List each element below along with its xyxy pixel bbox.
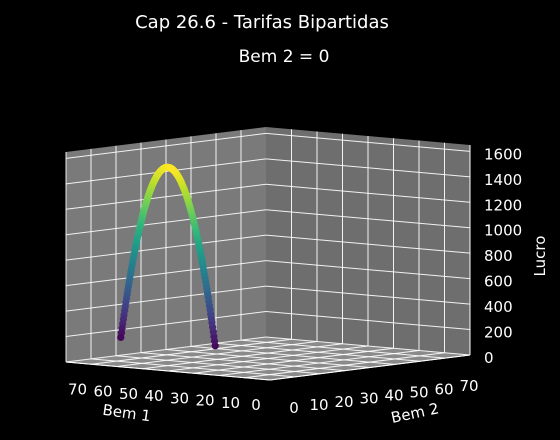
grid-line: [65, 311, 267, 338]
chart-suptitle: Cap 26.6 - Tarifas Bipartidas: [135, 12, 389, 33]
grid-line: [65, 234, 267, 261]
grid-line: [215, 342, 421, 362]
axis-edge: [269, 354, 471, 381]
grid-line: [65, 260, 267, 287]
y-tick-label: 50: [409, 383, 428, 401]
grid-line: [190, 345, 396, 365]
y-tick-label: 70: [459, 377, 478, 395]
grid-line: [65, 158, 267, 185]
x-tick-label: 30: [170, 389, 189, 407]
z-axis-label: Lucro: [531, 236, 549, 277]
grid-lines: [65, 129, 471, 381]
grid-line: [265, 234, 471, 254]
grid-line: [265, 209, 471, 229]
x-tick-label: 50: [119, 385, 138, 403]
grid-line: [240, 339, 446, 359]
z-tick-label: 600: [484, 273, 513, 291]
grid-line: [265, 285, 471, 305]
x-tick-label: 40: [144, 387, 163, 405]
y-tick-label: 10: [309, 396, 328, 414]
grid-line: [140, 352, 346, 372]
z-tick-label: 400: [484, 298, 513, 316]
y-tick-label: 40: [384, 387, 403, 405]
x-tick-label: 70: [68, 380, 87, 398]
z-tick-label: 200: [484, 324, 513, 342]
axis-edge: [65, 361, 271, 381]
x-tick-label: 60: [93, 383, 112, 401]
x-tick-label: 10: [221, 394, 240, 412]
z-tick-label: 1000: [484, 222, 522, 240]
tick-labels: 0 10 20 30 40 50 60 70 0 10 20 30 40 50 60 70 0 200 400 600…: [68, 145, 522, 417]
y-tick-label: 20: [334, 393, 353, 411]
y-tick-label: 0: [289, 399, 299, 417]
grid-line: [65, 132, 267, 159]
grid-line: [265, 311, 471, 331]
z-tick-label: 1400: [484, 171, 522, 189]
grid-line: [265, 158, 471, 178]
grid-line: [265, 260, 471, 280]
grid-line: [65, 183, 267, 210]
x-tick-label: 20: [195, 392, 214, 410]
y-tick-label: 60: [434, 380, 453, 398]
scatter-point: [117, 333, 125, 341]
grid-line: [165, 349, 371, 368]
chart-title: Bem 2 = 0: [239, 47, 330, 67]
grid-line: [90, 358, 296, 378]
grid-line: [65, 209, 267, 236]
grid-line: [65, 285, 267, 312]
grid-line: [265, 183, 471, 203]
z-tick-label: 1200: [484, 196, 522, 214]
grid-line: [115, 355, 321, 375]
x-tick-label: 0: [251, 396, 261, 414]
y-tick-label: 30: [359, 390, 378, 408]
scatter-series: [117, 163, 219, 350]
z-tick-label: 800: [484, 247, 513, 265]
grid-line: [265, 132, 471, 152]
z-tick-label: 0: [484, 349, 494, 367]
z-tick-label: 1600: [484, 145, 522, 163]
